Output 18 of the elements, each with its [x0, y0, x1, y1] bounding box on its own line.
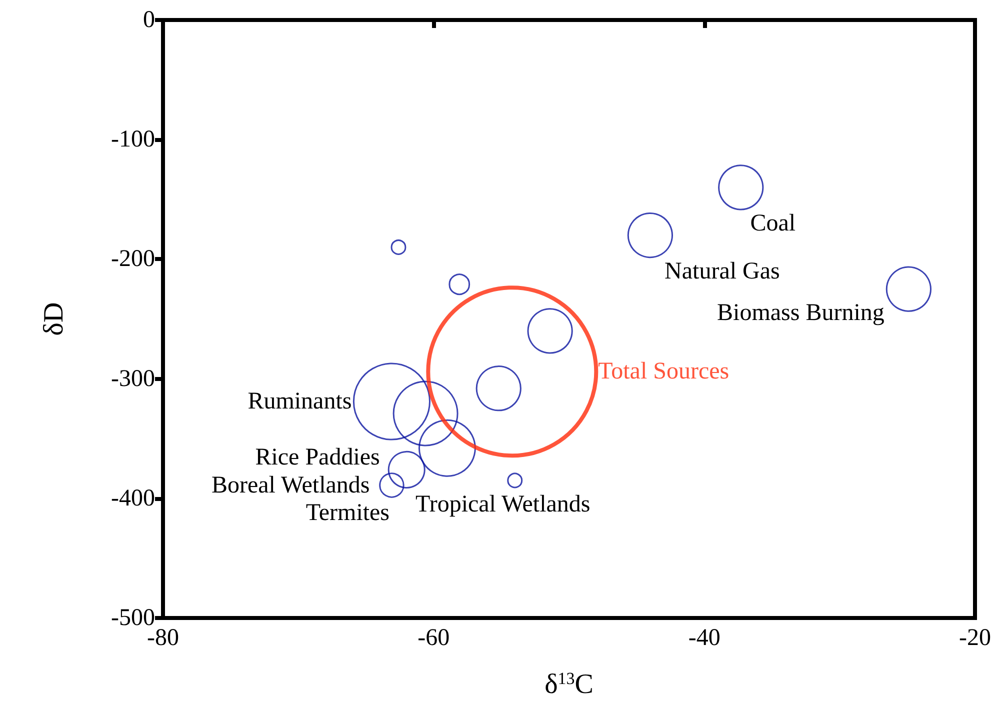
- y-tick-label: -400: [111, 485, 155, 512]
- y-axis-title: δD: [38, 302, 70, 336]
- x-tick-label: -60: [418, 625, 450, 651]
- y-tick-label: -200: [111, 246, 155, 272]
- x-tick-label: -20: [959, 625, 991, 651]
- x-tick-label: -40: [688, 625, 720, 651]
- annotation: Ruminants: [248, 388, 352, 415]
- annotation: Biomass Burning: [717, 300, 884, 326]
- annotation: Termites: [306, 500, 390, 526]
- y-tick-label: -300: [111, 366, 155, 392]
- y-tick-label: -100: [111, 126, 155, 153]
- y-tick-label: 0: [143, 7, 155, 33]
- annotation: Coal: [750, 210, 796, 236]
- series-label: Total Sources: [598, 358, 730, 385]
- annotation: Rice Paddies: [255, 444, 380, 470]
- annotation: Tropical Wetlands: [416, 491, 590, 518]
- annotation: Natural Gas: [664, 258, 780, 284]
- annotation: Boreal Wetlands: [211, 472, 370, 499]
